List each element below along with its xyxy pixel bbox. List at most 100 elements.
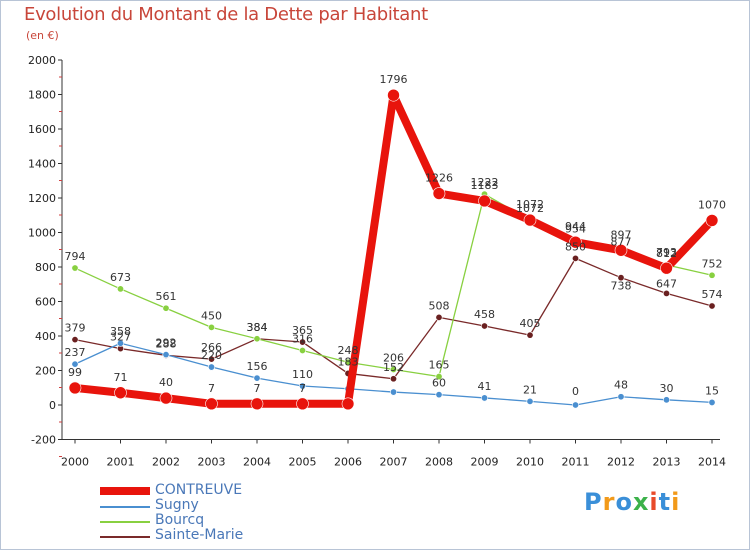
y-tick-label: 200	[35, 365, 56, 378]
data-label: 574	[702, 288, 723, 301]
data-point	[660, 261, 673, 275]
data-label: 40	[159, 376, 173, 389]
x-tick-label: 2002	[152, 456, 180, 469]
legend-swatch	[100, 536, 150, 538]
x-tick-label: 2011	[562, 456, 590, 469]
data-point	[617, 393, 625, 401]
x-tick-label: 2006	[334, 456, 362, 469]
data-point	[71, 336, 79, 344]
data-label: 165	[429, 359, 450, 372]
data-point	[432, 187, 446, 200]
data-point	[526, 397, 534, 405]
data-label: 288	[156, 337, 177, 350]
data-point	[253, 374, 261, 382]
data-point	[389, 375, 397, 383]
y-tick-label: -200	[31, 434, 56, 447]
logo-letter: i	[649, 488, 659, 516]
data-label: 405	[520, 317, 541, 330]
data-label: 292	[156, 337, 177, 350]
data-label: 673	[110, 271, 131, 284]
data-point	[708, 398, 716, 406]
data-label: 206	[383, 351, 404, 364]
data-point	[708, 271, 716, 279]
data-point	[480, 322, 488, 330]
data-point	[389, 365, 397, 373]
data-point	[117, 339, 125, 347]
data-point	[480, 394, 488, 402]
data-label: 1072	[516, 198, 544, 211]
data-point	[117, 285, 125, 293]
data-label: 7	[254, 382, 261, 395]
data-label: 450	[201, 309, 222, 322]
data-label: 316	[292, 332, 313, 345]
y-tick-label: 1600	[28, 123, 56, 136]
data-label: 458	[474, 308, 495, 321]
legend-label: Sugny	[155, 497, 199, 513]
data-point	[68, 381, 82, 395]
data-label: 365	[292, 324, 313, 337]
data-label: 60	[432, 377, 446, 390]
data-point	[159, 391, 173, 405]
x-tick-label: 2008	[425, 456, 453, 469]
data-label: 220	[201, 349, 222, 362]
data-label: 379	[65, 322, 86, 335]
data-point	[662, 396, 670, 404]
x-tick-label: 2009	[471, 456, 499, 469]
data-label: 794	[65, 250, 86, 263]
data-label: 1222	[471, 176, 499, 189]
data-point	[435, 391, 443, 399]
data-label: 30	[660, 382, 674, 395]
data-point	[526, 331, 534, 339]
data-point	[208, 363, 216, 371]
data-label: 850	[565, 240, 586, 253]
data-point	[478, 194, 491, 208]
x-tick-label: 2001	[107, 456, 135, 469]
data-point	[114, 386, 127, 400]
data-label: 561	[156, 290, 177, 303]
data-point	[571, 254, 579, 262]
logo-letter: P	[584, 488, 603, 516]
y-tick-label: 600	[35, 296, 56, 309]
data-point	[389, 388, 397, 396]
logo-letter: o	[615, 488, 633, 516]
logo-letter: r	[602, 488, 616, 516]
data-point	[705, 214, 719, 227]
data-label: 358	[110, 325, 131, 338]
data-label: 48	[614, 379, 628, 392]
data-point	[387, 88, 400, 102]
data-point	[250, 397, 264, 411]
y-tick-label: 1800	[28, 89, 56, 102]
data-point	[208, 323, 216, 331]
data-point	[298, 346, 306, 354]
data-label: 237	[65, 346, 86, 359]
proxiti-logo: Proxiti	[584, 488, 680, 516]
legend-swatch	[100, 506, 150, 508]
legend-swatch	[100, 521, 150, 523]
data-point	[71, 264, 79, 272]
data-point	[662, 289, 670, 297]
y-tick-label: 0	[49, 399, 56, 412]
chart-title: Evolution du Montant de la Dette par Hab…	[24, 4, 428, 25]
data-label: 647	[656, 277, 677, 290]
data-label: 183	[338, 355, 359, 368]
x-tick-label: 2007	[380, 456, 408, 469]
data-point	[617, 274, 625, 282]
data-label: 21	[523, 383, 537, 396]
data-label: 508	[429, 299, 450, 312]
data-label: 954	[565, 222, 586, 235]
data-label: 7	[299, 382, 306, 395]
data-point	[298, 338, 306, 346]
data-label: 7	[208, 382, 215, 395]
data-point	[341, 397, 355, 411]
data-label: 793	[656, 246, 677, 259]
data-label: 266	[201, 341, 222, 354]
data-point	[162, 304, 170, 312]
data-label: 327	[110, 331, 131, 344]
logo-letter: i	[671, 488, 681, 516]
data-point	[162, 351, 170, 359]
data-label: 156	[247, 360, 268, 373]
data-label: 110	[292, 368, 313, 381]
legend-label: Sainte-Marie	[155, 527, 244, 543]
data-label: 812	[656, 247, 677, 260]
